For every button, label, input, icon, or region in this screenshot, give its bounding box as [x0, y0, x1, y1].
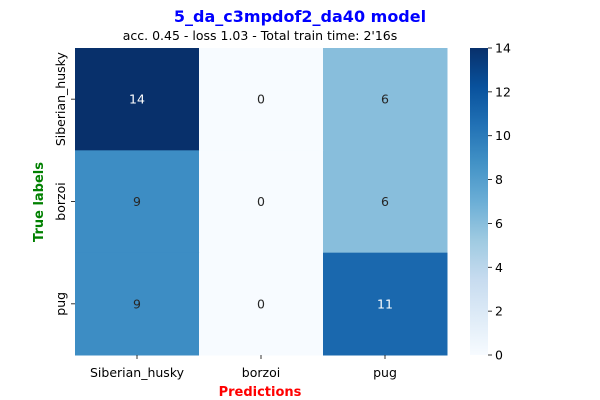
colorbar-ticks: 0 2 4 6 8 10 12 14 [488, 41, 511, 363]
x-tick-label: borzoi [242, 365, 280, 380]
chart-title: 5_da_c3mpdof2_da40 model [174, 7, 426, 26]
heatmap-cell [199, 48, 324, 151]
cell-value-label: 9 [133, 194, 141, 209]
heatmap-cell [75, 252, 200, 356]
chart-subtitle: acc. 0.45 - loss 1.03 - Total train time… [123, 28, 398, 43]
cell-value-label: 0 [257, 92, 265, 107]
colorbar-tick-label: 12 [495, 84, 511, 99]
colorbar-tick-label: 10 [495, 128, 511, 143]
colorbar-tick-label: 0 [495, 348, 503, 363]
cell-value-label: 6 [381, 92, 389, 107]
colorbar-tick-label: 4 [495, 260, 503, 275]
cell-value-label: 11 [377, 296, 393, 311]
colorbar [470, 48, 488, 355]
cell-value-label: 9 [133, 296, 141, 311]
x-tick-label: pug [373, 365, 397, 380]
y-tick-label: borzoi [53, 182, 68, 220]
colorbar-tick-label: 14 [495, 41, 511, 56]
cell-value-label: 0 [257, 194, 265, 209]
heatmap-cell [75, 48, 200, 151]
heatmap-grid: 14 0 6 9 0 6 9 0 11 [75, 48, 448, 356]
cell-value-label: 6 [381, 194, 389, 209]
colorbar-tick-label: 2 [495, 304, 503, 319]
heatmap-cell [323, 48, 448, 151]
cell-value-label: 14 [129, 92, 145, 107]
cell-value-label: 0 [257, 296, 265, 311]
y-tick-label: Siberian_husky [53, 52, 68, 147]
y-axis-label: True labels [32, 162, 47, 242]
heatmap-cell [199, 252, 324, 356]
x-axis-label: Predictions [219, 385, 302, 400]
y-tick-label: pug [53, 292, 68, 316]
colorbar-tick-label: 6 [495, 216, 503, 231]
heatmap-cell [323, 150, 448, 254]
heatmap-cell [199, 150, 324, 254]
x-tick-label: Siberian_husky [90, 365, 185, 380]
heatmap-cell [323, 252, 448, 356]
x-tick-labels: Siberian_husky borzoi pug [90, 355, 397, 380]
colorbar-tick-label: 8 [495, 172, 503, 187]
heatmap-cell [75, 150, 200, 254]
